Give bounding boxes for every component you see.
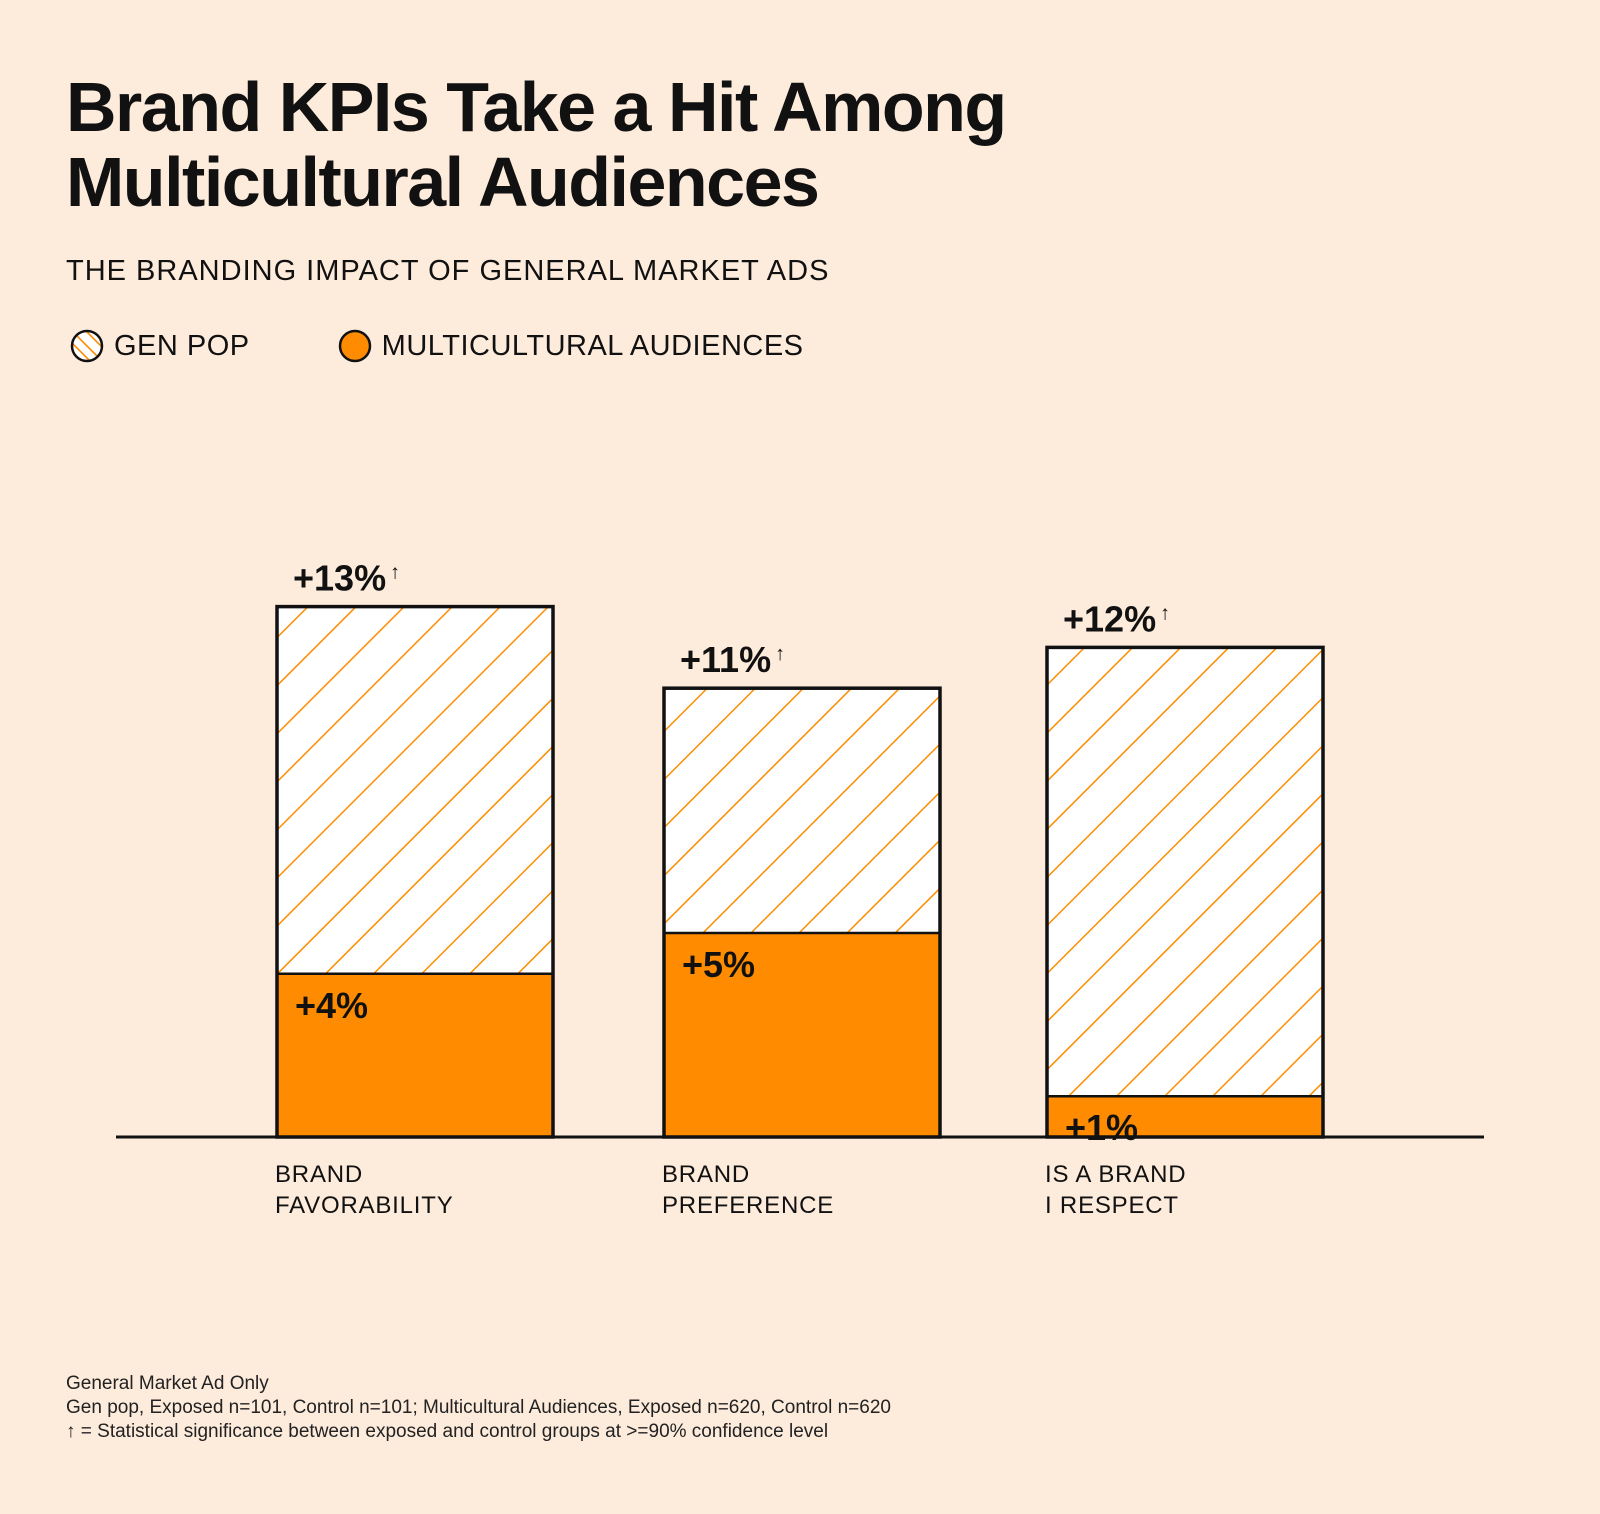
- data-label-multicultural-brand-preference: +5%: [682, 944, 755, 985]
- category-label-brand-preference-line-1: BRAND: [662, 1161, 750, 1188]
- chart-title-line-1: Brand KPIs Take a Hit Among: [66, 68, 1007, 146]
- labels-layer: +13% ↑ +4% BRAND FAVORABILITY +11% ↑ +5% BRAND PR…: [275, 558, 1186, 1219]
- significance-marker: ↑: [390, 562, 400, 584]
- chart-title-line-2: Multicultural Audiences: [66, 143, 820, 221]
- significance-marker: ↑: [1160, 602, 1170, 624]
- legend-swatch-solid: [338, 329, 371, 363]
- category-label-brand-favorability-line-1: BRAND: [275, 1161, 363, 1188]
- data-label-gen-pop-brand-favorability: +13% ↑: [293, 558, 400, 599]
- category-label-brand-favorability-line-2: FAVORABILITY: [275, 1192, 454, 1219]
- legend-item-gen-pop: GEN POP: [70, 329, 250, 363]
- bar-multicultural-is-a-brand-i-respect: [1047, 1096, 1323, 1137]
- bar-multicultural-brand-preference: [664, 933, 940, 1137]
- bar-gen-pop-is-a-brand-i-respect: [1047, 647, 1323, 1137]
- data-label-multicultural-brand-favorability: +4%: [295, 985, 368, 1026]
- chart-title: Brand KPIs Take a Hit Among Multicultura…: [66, 70, 1366, 220]
- legend-swatch-hatched: [70, 329, 104, 363]
- data-label-gen-pop-brand-preference: +11% ↑: [680, 639, 785, 680]
- category-label-brand-preference-line-2: PREFERENCE: [662, 1192, 834, 1219]
- footnotes: General Market Ad Only Gen pop, Exposed …: [66, 1372, 891, 1444]
- bar-multicultural-brand-favorability: [277, 973, 553, 1137]
- legend: GEN POP MULTICULTURAL AUDIENCES: [70, 326, 804, 366]
- chart-subtitle: THE BRANDING IMPACT OF GENERAL MARKET AD…: [66, 255, 830, 287]
- footnote-2: Gen pop, Exposed n=101, Control n=101; M…: [66, 1397, 891, 1418]
- data-label-gen-pop-is-a-brand-i-respect: +12% ↑: [1063, 598, 1170, 639]
- footnote-3: ↑ = Statistical significance between exp…: [66, 1421, 829, 1442]
- legend-label-multicultural: MULTICULTURAL AUDIENCES: [381, 329, 804, 362]
- category-label-is-a-brand-i-respect-line-2: I RESPECT: [1045, 1192, 1179, 1219]
- significance-marker: ↑: [775, 643, 785, 665]
- bars-layer: [275, 604, 1325, 1139]
- footnote-1: General Market Ad Only: [66, 1373, 269, 1394]
- legend-item-multicultural: MULTICULTURAL AUDIENCES: [338, 329, 804, 363]
- category-label-is-a-brand-i-respect-line-1: IS A BRAND: [1045, 1161, 1186, 1188]
- legend-label-gen-pop: GEN POP: [114, 329, 250, 362]
- data-label-multicultural-is-a-brand-i-respect: +1%: [1065, 1107, 1138, 1148]
